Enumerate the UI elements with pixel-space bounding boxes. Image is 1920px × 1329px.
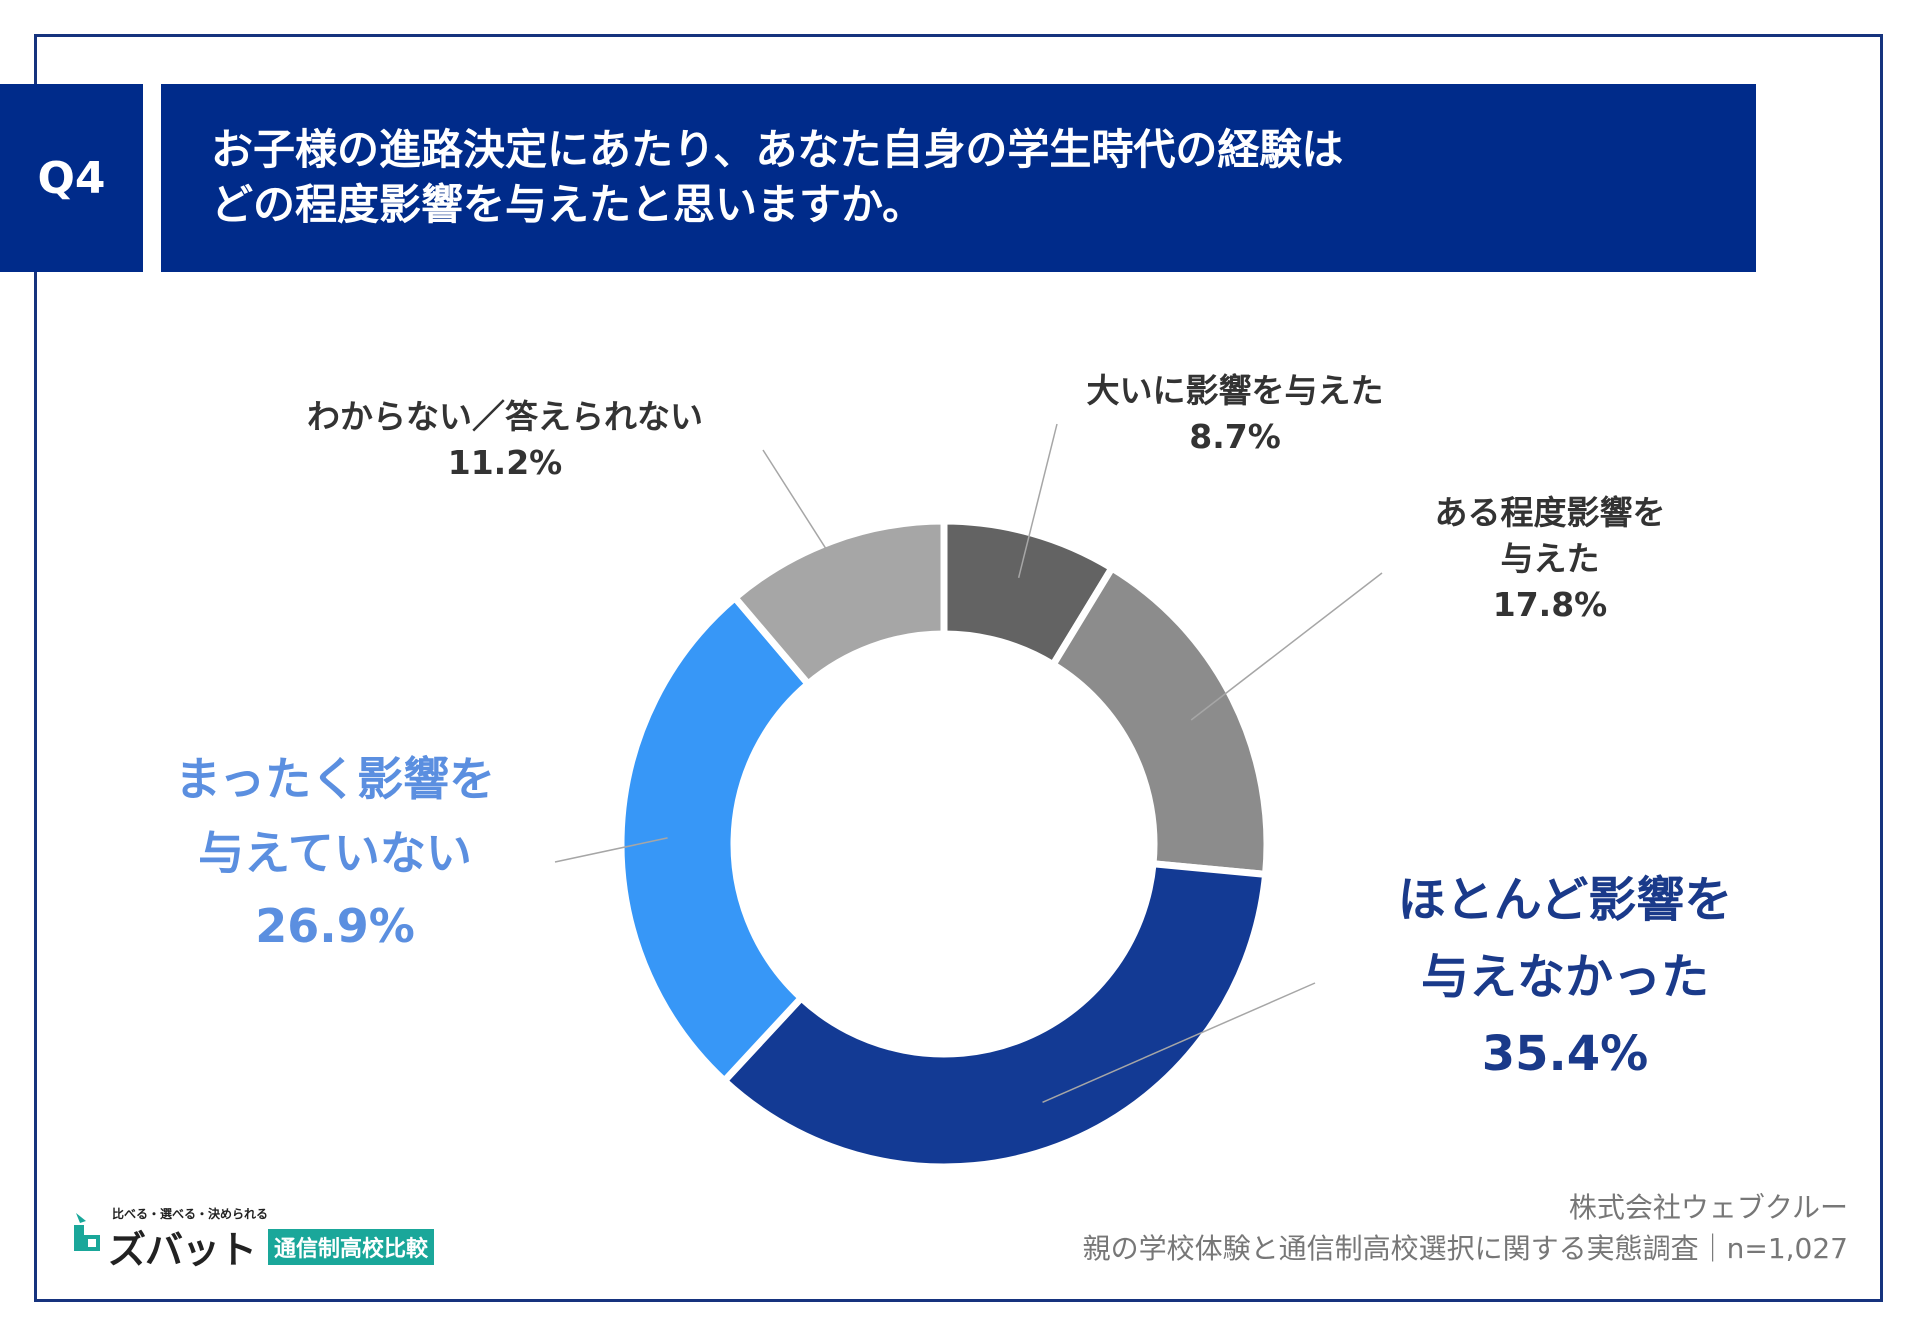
source-survey: 親の学校体験と通信制高校選択に関する実態調査｜n=1,027 [1082, 1231, 1848, 1265]
slice-value-label: 11.2% [447, 443, 563, 483]
slice-label-hardly: ほとんど影響を 与えなかった 35.4% [1335, 862, 1795, 1092]
leader-line-hardly [1042, 982, 1316, 1104]
slice-label-text: 与えなかった [1420, 948, 1709, 1005]
donut-slices [617, 517, 1271, 1171]
leader-line-a-lot [1017, 423, 1058, 578]
donut-slice-hardly [719, 859, 1270, 1171]
slice-value-label: 8.7% [1189, 417, 1281, 457]
slice-value-label: 26.9% [255, 899, 415, 954]
slice-label-text: ほとんど影響を [1397, 872, 1733, 928]
slice-label-a-lot: 大いに影響を与えた 8.7% [1070, 368, 1400, 460]
slice-label-text: 大いに影響を与えた [1086, 371, 1384, 410]
leader-line-somewhat [1190, 572, 1383, 721]
slice-label-dont-know: わからない／答えられない 11.2% [270, 394, 740, 486]
slice-label-somewhat: ある程度影響を 与えた 17.8% [1405, 490, 1695, 629]
question-title-line-2: どの程度影響を与えたと思いますか。 [211, 180, 925, 229]
question-number-badge: Q4 [0, 84, 143, 272]
donut-slice-somewhat [1048, 563, 1271, 879]
donut-slice-not-at-all [617, 592, 814, 1086]
question-number: Q4 [37, 152, 106, 204]
logo-tagline: 比べる・選べる・決められる [112, 1207, 269, 1221]
source-company: 株式会社ウェブクルー [1568, 1191, 1848, 1224]
question-title-line-1: お子様の進路決定にあたり、あなた自身の学生時代の経験は [211, 125, 1344, 175]
source-note: 株式会社ウェブクルー 親の学校体験と通信制高校選択に関する実態調査｜n=1,02… [1083, 1188, 1848, 1269]
slice-value-label: 17.8% [1492, 585, 1608, 625]
question-title-bar: お子様の進路決定にあたり、あなた自身の学生時代の経験は どの程度影響を与えたと思… [161, 84, 1756, 272]
logo-subtitle: 通信制高校比較 [268, 1229, 435, 1265]
slice-label-text: 与えた [1500, 539, 1600, 579]
logo-name: ズバット [108, 1228, 257, 1272]
zubat-logo: 比べる・選べる・決められる ズバット 通信制高校比較 [72, 1205, 472, 1272]
slice-label-not-at-all: まったく影響を 与えていない 26.9% [130, 743, 540, 964]
slice-label-text: 与えていない [198, 825, 472, 880]
slice-value-label: 35.4% [1481, 1025, 1649, 1082]
slice-label-text: わからない／答えられない [307, 397, 703, 436]
slice-label-text: まったく影響を [174, 752, 496, 806]
leader-lines [554, 423, 1383, 1104]
logo-mark-icon [74, 1213, 100, 1251]
leader-line-not-at-all [554, 837, 668, 863]
slice-label-text: ある程度影響を [1434, 493, 1666, 532]
donut-slice-dont-know [730, 517, 948, 689]
slide-frame [34, 34, 1883, 1302]
leader-line-dont-know [762, 449, 850, 585]
